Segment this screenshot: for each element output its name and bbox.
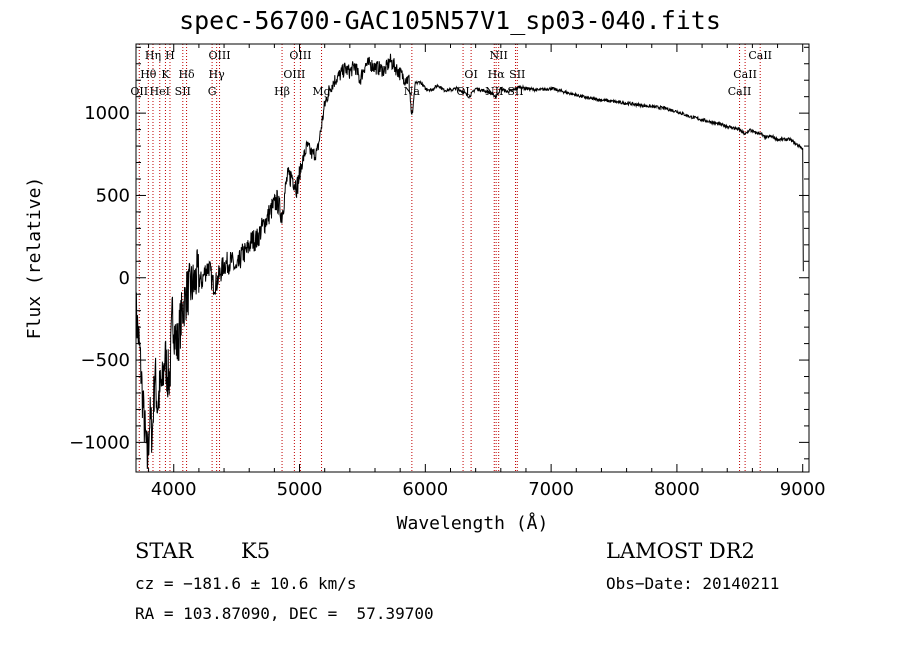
x-tick-label: 8000 xyxy=(654,479,700,500)
spectral-line-label: Hδ xyxy=(178,68,195,81)
spectral-line-label: Hα xyxy=(488,68,506,81)
obs-date-label: Obs−Date: 20140211 xyxy=(606,574,780,593)
spectral-line-label: Na xyxy=(404,85,421,98)
spectral-line-label: SII xyxy=(509,68,525,81)
spectral-line-label: Hγ xyxy=(209,68,226,81)
spectral-line-label: Mg xyxy=(312,85,330,98)
y-tick-label: −500 xyxy=(81,350,130,371)
x-axis-label: Wavelength (Å) xyxy=(397,512,549,534)
spectral-line-label: CaII xyxy=(748,49,772,62)
spectral-line-label: SII xyxy=(175,85,191,98)
x-tick-label: 9000 xyxy=(780,479,826,500)
object-subclass: K5 xyxy=(241,539,271,563)
spectral-line-label: SII xyxy=(507,85,523,98)
object-class: STAR xyxy=(135,539,194,563)
survey-label: LAMOST DR2 xyxy=(606,539,755,563)
spectral-line-label: CaII xyxy=(728,85,752,98)
spectral-line-label: K xyxy=(161,68,170,81)
spectral-line-label: H xyxy=(165,49,175,62)
y-tick-label: 0 xyxy=(119,268,130,289)
coordinates-label: RA = 103.87090, DEC = 57.39700 xyxy=(135,604,434,623)
spectral-line-label: HeI xyxy=(150,85,170,98)
x-tick-label: 6000 xyxy=(402,479,448,500)
spectral-line-label: CaII xyxy=(733,68,757,81)
x-tick-label: 5000 xyxy=(277,479,323,500)
spectral-line-label: G xyxy=(208,85,217,98)
spectral-line-label: Hβ xyxy=(274,85,290,98)
y-tick-label: −1000 xyxy=(69,432,130,453)
spectrum-line xyxy=(136,53,804,469)
spectral-line-label: OI xyxy=(464,68,477,81)
spectral-line-label: OII xyxy=(130,85,148,98)
spectral-line-label: OIII xyxy=(289,49,311,62)
spectral-line-label: OIII xyxy=(283,68,305,81)
spectral-line-label: NII xyxy=(490,49,508,62)
x-tick-label: 4000 xyxy=(151,479,197,500)
y-axis-label: Flux (relative) xyxy=(24,177,45,340)
spectral-line-label: OIII xyxy=(208,49,230,62)
x-tick-label: 7000 xyxy=(528,479,574,500)
y-tick-label: 500 xyxy=(96,185,130,206)
spectral-line-label: NII xyxy=(485,85,503,98)
spectral-line-label: OI xyxy=(456,85,469,98)
chart-title: spec-56700-GAC105N57V1_sp03-040.fits xyxy=(179,6,721,35)
redshift-label: cz = −181.6 ± 10.6 km/s xyxy=(135,574,357,593)
plot-frame xyxy=(135,43,810,473)
spectral-line-label: Hθ xyxy=(140,68,157,81)
spectral-line-label: Hη xyxy=(145,49,161,62)
y-tick-label: 1000 xyxy=(84,103,130,124)
